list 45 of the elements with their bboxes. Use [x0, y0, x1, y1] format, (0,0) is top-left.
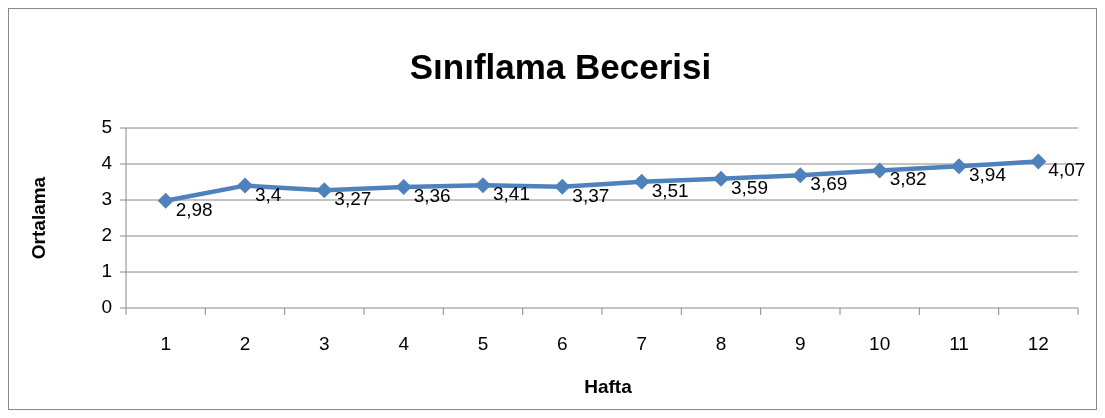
x-tick-label: 11	[949, 333, 969, 355]
point	[792, 167, 809, 184]
point	[951, 158, 967, 175]
y-tick-label: 0	[101, 296, 112, 318]
data-label: 4,07	[1048, 159, 1086, 181]
point	[554, 178, 571, 195]
x-tick-label: 7	[636, 333, 647, 355]
x-axis-title: Hafta	[584, 376, 633, 398]
data-label: 3,36	[413, 185, 451, 207]
point	[395, 179, 412, 196]
data-label: 3,82	[889, 168, 927, 190]
x-tick-label: 3	[319, 333, 330, 355]
point	[713, 170, 729, 187]
x-tick-label: 8	[715, 333, 727, 355]
data-label: 2,98	[175, 198, 213, 220]
data-label: 3,69	[810, 173, 848, 195]
data-label: 3,94	[969, 164, 1007, 186]
data-label: 3,4	[255, 183, 282, 205]
point	[871, 162, 888, 179]
y-tick-label: 5	[101, 116, 112, 138]
data-label: 3,51	[651, 179, 689, 201]
point	[157, 192, 174, 209]
point	[1030, 153, 1047, 170]
data-label: 3,41	[493, 183, 530, 205]
y-tick-label: 3	[101, 188, 112, 210]
point	[475, 177, 491, 194]
data-label: 3,59	[731, 176, 768, 198]
point	[633, 173, 650, 190]
x-tick-label: 5	[477, 333, 489, 355]
y-tick-label: 4	[101, 152, 113, 174]
x-tick-label: 6	[557, 333, 568, 355]
x-tick-label: 12	[1027, 333, 1049, 355]
point	[237, 177, 253, 194]
y-tick-label: 2	[101, 224, 112, 246]
chart-title: Sınıflama Becerisi	[409, 47, 712, 87]
x-tick-label: 1	[160, 333, 171, 355]
point	[316, 182, 333, 199]
x-tick-label: 4	[398, 333, 410, 355]
x-tick-label: 2	[239, 333, 251, 355]
x-tick-label: 10	[869, 333, 891, 355]
data-label: 3,37	[572, 184, 610, 206]
y-axis-title: Ortalama	[28, 176, 50, 260]
data-label: 3,27	[334, 188, 372, 210]
x-tick-label: 9	[795, 333, 806, 355]
y-tick-label: 1	[101, 260, 112, 282]
